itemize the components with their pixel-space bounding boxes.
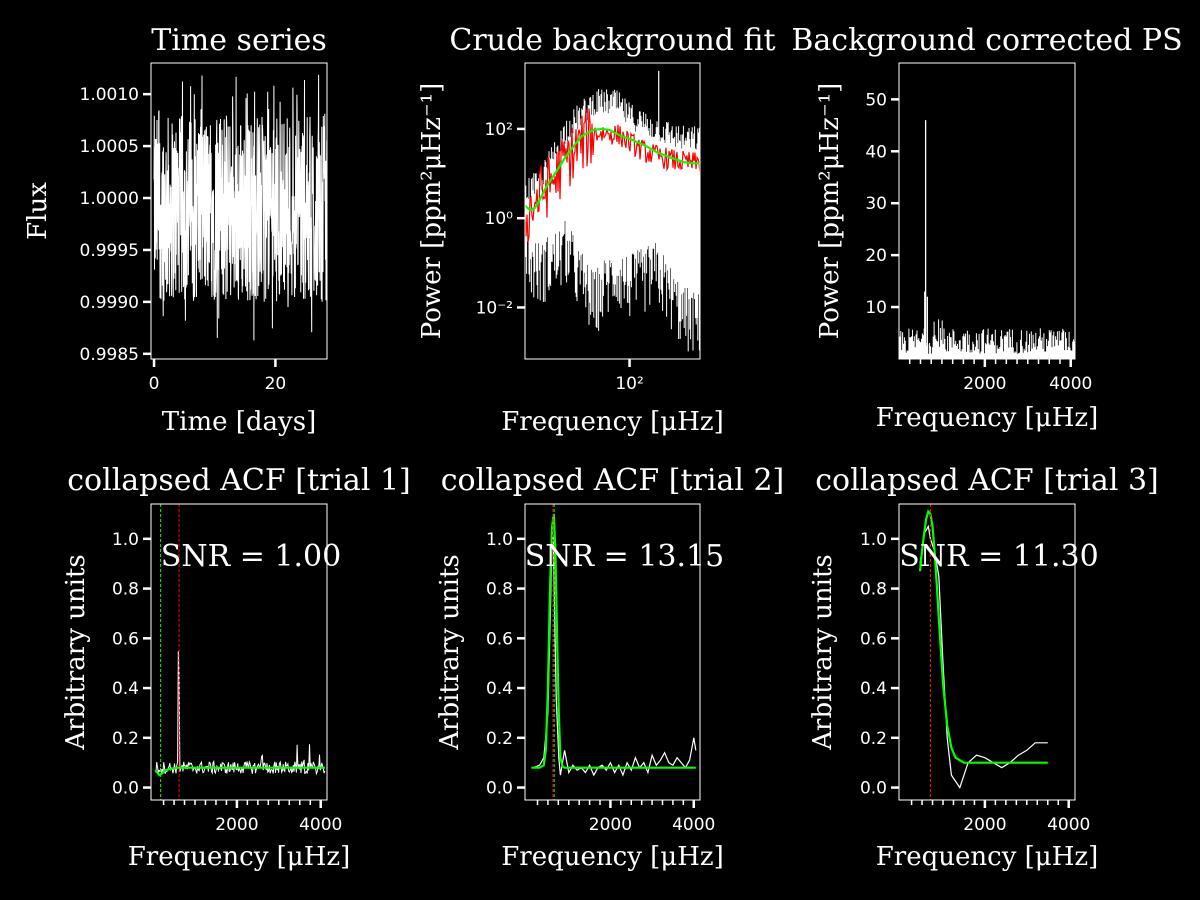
xtick-label-acf1-0: 2000 xyxy=(215,815,258,835)
xtick-label-acf1-1: 4000 xyxy=(299,815,342,835)
xtick-label-ts-1: 20 xyxy=(265,374,287,394)
xtick-label-ts-0: 0 xyxy=(149,374,160,394)
series-ts-0 xyxy=(153,74,327,341)
ylabel-bg: Power [ppm²μHz⁻¹] xyxy=(417,83,447,340)
ytick-label-acf2-2: 0.4 xyxy=(486,679,513,699)
ytick-label-acf2-5: 1.0 xyxy=(486,530,513,550)
ytick-label-ps-2: 30 xyxy=(865,194,887,214)
chart-title-bg: Crude background fit xyxy=(449,23,775,58)
ytick-label-acf3-2: 0.4 xyxy=(860,679,887,699)
ytick-label-ps-4: 50 xyxy=(865,90,887,110)
ytick-label-acf1-0: 0.0 xyxy=(112,779,139,799)
panel-acf1: 2000 4000 0.0 0.2 0.4 0.6 0.8 1.0 collapsed ACF … xyxy=(61,463,411,872)
ytick-label-acf2-4: 0.8 xyxy=(486,580,513,600)
axes-frame-acf3 xyxy=(898,503,1076,801)
ylabel-ps: Power [ppm²μHz⁻¹] xyxy=(815,83,845,340)
ytick-label-acf2-1: 0.2 xyxy=(486,729,513,749)
series-bg-2 xyxy=(525,127,700,212)
chart-title-ts: Time series xyxy=(151,23,327,58)
ytick-label-ps-1: 20 xyxy=(865,246,887,266)
xtick-label-acf2-1: 4000 xyxy=(672,815,715,835)
ytick-label-ts-4: 1.0005 xyxy=(80,137,139,157)
chart-title-ps: Background corrected PS xyxy=(791,23,1182,58)
axes-frame-acf2 xyxy=(524,503,701,801)
xtick-label-ps-1: 4000 xyxy=(1049,374,1092,394)
axes-frame-acf1 xyxy=(150,503,328,801)
xlabel-ts: Time [days] xyxy=(162,407,316,437)
panel-acf2: 2000 4000 0.0 0.2 0.4 0.6 0.8 1.0 collapsed ACF … xyxy=(435,463,784,872)
axes-frame-bg xyxy=(524,62,701,360)
xlabel-bg: Frequency [μHz] xyxy=(501,407,723,437)
series-bg-1 xyxy=(525,108,700,243)
ytick-label-acf1-4: 0.8 xyxy=(112,580,139,600)
ytick-label-bg-2: 10² xyxy=(485,120,513,140)
plot-area-bg xyxy=(525,70,700,352)
ytick-label-acf3-5: 1.0 xyxy=(860,530,887,550)
ytick-label-acf3-1: 0.2 xyxy=(860,729,887,749)
xtick-label-acf3-0: 2000 xyxy=(963,815,1006,835)
ytick-label-acf2-3: 0.6 xyxy=(486,629,513,649)
ytick-label-acf1-5: 1.0 xyxy=(112,530,139,550)
panel-bg: 10² 10⁻² 10⁰ 10² Crude background fit Frequen… xyxy=(417,23,776,437)
ytick-label-acf3-0: 0.0 xyxy=(860,779,887,799)
xtick-label-acf3-1: 4000 xyxy=(1047,815,1090,835)
ytick-label-acf1-1: 0.2 xyxy=(112,729,139,749)
ytick-label-ts-0: 0.9985 xyxy=(80,345,139,365)
xtick-label-bg-0: 10² xyxy=(615,374,643,394)
ylabel-ts: Flux xyxy=(23,182,53,240)
xlabel-ps: Frequency [μHz] xyxy=(876,403,1098,433)
chart-title-acf1: collapsed ACF [trial 1] xyxy=(67,463,411,498)
ytick-label-ts-2: 0.9995 xyxy=(80,241,139,261)
snr-label-acf2: SNR = 13.15 xyxy=(525,539,724,574)
axes-frame-ps xyxy=(898,62,1076,360)
ytick-label-acf2-0: 0.0 xyxy=(486,779,513,799)
ytick-label-ps-0: 10 xyxy=(865,298,887,318)
ytick-label-acf3-4: 0.8 xyxy=(860,580,887,600)
panel-acf3: 2000 4000 0.0 0.2 0.4 0.6 0.8 1.0 collapsed ACF … xyxy=(808,463,1159,872)
axes-frame-ts xyxy=(150,62,328,360)
xlabel-acf3: Frequency [μHz] xyxy=(876,842,1098,872)
ylabel-acf2: Arbitrary units xyxy=(435,554,465,751)
chart-title-acf3: collapsed ACF [trial 3] xyxy=(815,463,1159,498)
snr-label-acf1: SNR = 1.00 xyxy=(161,539,341,574)
ytick-label-acf3-3: 0.6 xyxy=(860,629,887,649)
xtick-label-acf2-0: 2000 xyxy=(589,815,632,835)
xtick-label-ps-0: 2000 xyxy=(963,374,1006,394)
series-acf3-1 xyxy=(918,509,1048,764)
ytick-label-ts-3: 1.0000 xyxy=(80,189,139,209)
series-acf2-1 xyxy=(531,513,696,769)
plot-area-ps xyxy=(899,120,1075,359)
series-bg-0 xyxy=(525,89,700,352)
plot-area-acf3 xyxy=(918,509,1048,789)
snr-label-acf3: SNR = 11.30 xyxy=(899,539,1098,574)
series-acf2-0 xyxy=(533,533,697,777)
panel-ps: 2000 4000 10 20 30 40 50 Background corrected P… xyxy=(791,23,1182,433)
ylabel-acf3: Arbitrary units xyxy=(808,554,838,751)
ytick-label-ts-1: 0.9990 xyxy=(80,293,139,313)
ytick-label-ps-3: 40 xyxy=(865,142,887,162)
ylabel-acf1: Arbitrary units xyxy=(61,554,91,751)
series-ps-0 xyxy=(899,319,1075,359)
ytick-label-acf1-3: 0.6 xyxy=(112,629,139,649)
panel-ts: 0 20 0.9985 0.9990 0.9995 1.0000 1.0005 1.0010 T… xyxy=(23,23,328,437)
plot-area-acf2 xyxy=(531,513,697,777)
xlabel-acf1: Frequency [μHz] xyxy=(128,842,350,872)
ytick-label-ts-5: 1.0010 xyxy=(80,85,139,105)
ytick-label-bg-1: 10⁰ xyxy=(485,209,514,229)
xlabel-acf2: Frequency [μHz] xyxy=(501,842,723,872)
chart-title-acf2: collapsed ACF [trial 2] xyxy=(441,463,785,498)
ytick-label-acf1-2: 0.4 xyxy=(112,679,139,699)
plot-area-ts xyxy=(153,74,327,341)
series-acf1-0 xyxy=(155,651,326,776)
ytick-label-bg-0: 10⁻² xyxy=(476,298,513,318)
